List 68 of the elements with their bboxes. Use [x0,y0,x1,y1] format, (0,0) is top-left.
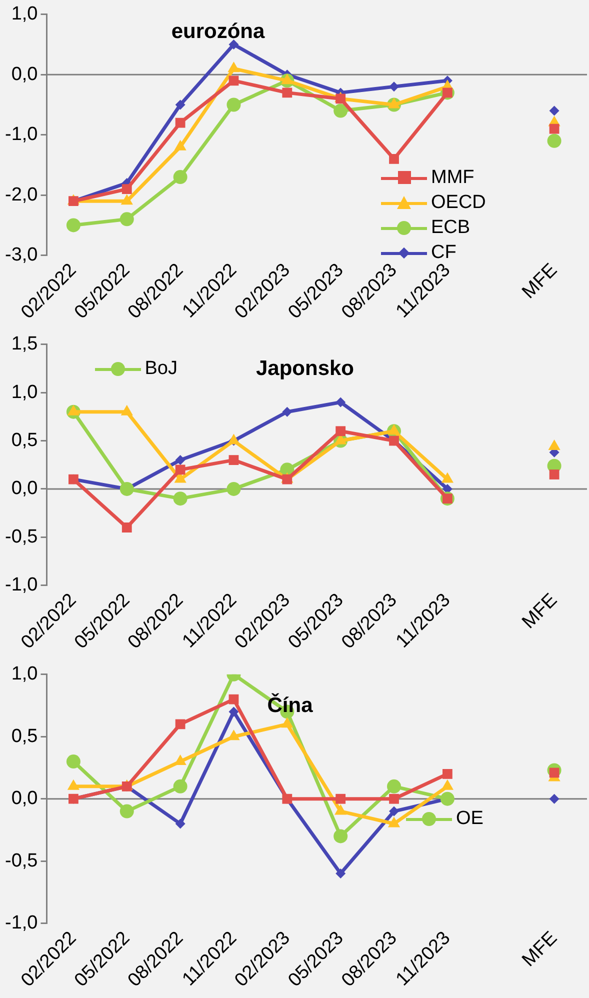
point [549,470,560,480]
legend-label: OE [456,808,484,830]
point [389,82,400,92]
y-tick-label: -3,0 [4,244,38,266]
legend-label: CF [431,242,456,264]
y-tick-label: 1,5 [11,334,38,355]
point [334,829,348,844]
point [228,40,239,50]
point [282,88,292,98]
y-tick-label: 0,5 [11,726,38,747]
point [442,769,452,779]
point [547,134,562,148]
point [336,868,346,879]
point [388,424,400,435]
point [228,706,239,717]
point [389,154,399,164]
y-tick-label: 0,0 [11,478,38,500]
point [175,719,186,730]
legend-label: OECD [431,192,486,214]
y-tick-label: 1,0 [11,664,38,685]
point [549,106,560,116]
y-tick-label: -1,0 [4,124,38,146]
point [389,794,399,804]
point [173,779,188,794]
y-tick-label: -0,5 [4,526,38,548]
point [549,124,560,134]
point [120,212,134,226]
point [120,804,134,818]
point [66,754,80,769]
point [281,717,294,728]
chart-title: eurozóna [171,20,265,44]
y-tick-label: 0,0 [11,788,38,810]
y-tick-label: -1,0 [4,574,38,596]
y-tick-label: -2,0 [4,184,38,206]
y-tick-label: 0,5 [11,430,38,451]
point [228,694,239,704]
point [173,492,188,506]
legend-label: BoJ [144,358,178,380]
point [549,794,560,804]
point [228,455,239,465]
point [336,794,346,804]
y-tick-label: 1,0 [11,382,38,403]
text: Japonsko [256,357,354,381]
point [336,397,346,408]
point [226,482,241,496]
point [175,100,186,110]
point [548,440,560,450]
y-tick-label: 0,0 [11,64,38,85]
point [334,104,348,118]
y-tick-label: 1,0 [11,4,38,25]
point [175,818,186,829]
point [282,406,292,417]
legend-label: MMF [431,166,474,189]
point [175,455,186,466]
point [226,98,241,112]
y-tick-label: -0,5 [4,850,38,872]
point [175,118,186,128]
legend-label: ECB [431,216,470,239]
point [173,170,188,184]
point [336,426,346,436]
point [389,806,400,816]
point [228,76,239,86]
y-tick-label: -1,0 [4,912,38,934]
point [122,184,132,194]
point [66,218,80,232]
point [175,464,186,475]
point [122,522,132,532]
point [387,779,402,794]
